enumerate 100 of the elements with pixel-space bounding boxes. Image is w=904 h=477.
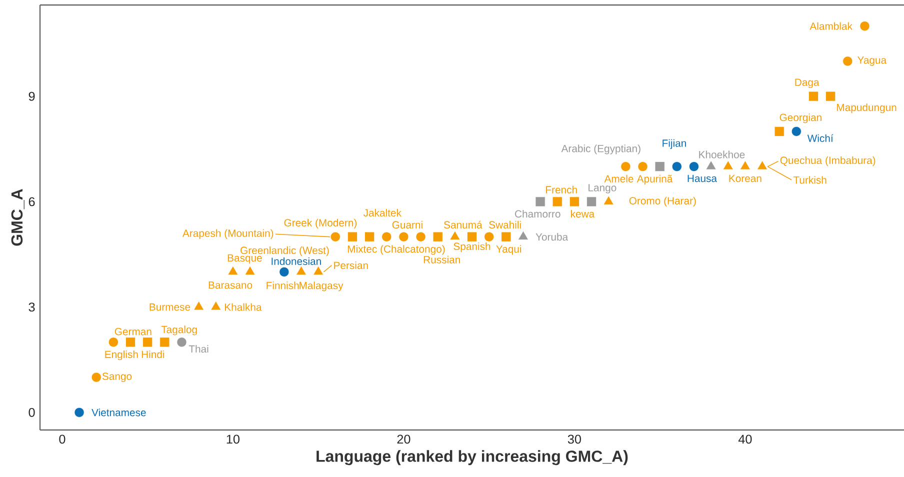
point [791, 126, 802, 136]
annotation: Greek (Modern) [284, 218, 357, 229]
point [142, 337, 153, 348]
annotation: Korean [729, 174, 762, 182]
point [842, 56, 853, 66]
point [382, 232, 392, 242]
annotation: Persian [334, 261, 368, 270]
point [91, 372, 102, 382]
annotation: Burmese [150, 303, 190, 311]
annotation: Lango [588, 184, 616, 194]
annotation: kewa [571, 210, 595, 218]
point [808, 91, 818, 102]
point [569, 196, 580, 207]
annotation: Mapudungun [837, 103, 896, 114]
annotation: Hindi [142, 350, 164, 358]
annotation: French [546, 186, 577, 194]
x-tick-label: 40 [738, 434, 752, 444]
point [774, 126, 784, 136]
annotation: Yagua [857, 56, 887, 66]
point [586, 196, 597, 207]
annotation: Khoekhoe [699, 150, 745, 158]
annotation: Arabic (Egyptian) [561, 144, 640, 154]
x-tick-label: 0 [59, 434, 66, 444]
point [416, 232, 426, 242]
annotation: Yoruba [536, 232, 568, 241]
annotation: Thai [188, 345, 208, 353]
point [330, 232, 340, 242]
annotation: Spanish [454, 242, 490, 252]
point [484, 232, 494, 242]
y-tick-label: 0 [28, 408, 35, 417]
annotation: Wichí [807, 134, 834, 142]
point [228, 266, 238, 276]
annotation: Chamorro [515, 210, 560, 218]
annotation: Yaqui [496, 245, 522, 255]
annotation: Amele [604, 174, 634, 182]
point [210, 300, 222, 310]
point [160, 337, 170, 348]
annotation: Greenlandic (West) [240, 246, 329, 256]
annotation: Sanumá [444, 220, 482, 229]
point [654, 162, 665, 172]
y-axis-title: GMC_A [11, 189, 24, 246]
point [620, 162, 631, 172]
point [279, 266, 290, 277]
point [518, 230, 529, 240]
annotation: Georgian [780, 113, 822, 124]
annotation: Arapesh (Mountain) [182, 229, 274, 239]
point [706, 160, 716, 170]
annotation: Daga [795, 78, 820, 88]
y-tick-label: 3 [28, 302, 35, 312]
point [450, 230, 460, 240]
annotation: Barasano [208, 282, 252, 289]
x-tick-label: 30 [568, 434, 581, 444]
point [194, 300, 204, 310]
annotation: Quechua (Imbabura) [780, 156, 876, 166]
point [126, 337, 136, 348]
annotation: Russian [424, 256, 460, 264]
point [688, 162, 699, 172]
x-tick-label: 20 [397, 434, 410, 444]
annotation: Jakaltek [363, 208, 402, 217]
point [756, 160, 768, 170]
annotation: Hausa [688, 174, 717, 182]
point [108, 337, 118, 348]
point [176, 337, 187, 348]
point [467, 232, 477, 242]
point [364, 232, 375, 242]
annotation: Apurinã [636, 174, 673, 185]
annotation: Basque [228, 254, 262, 264]
point [501, 232, 512, 242]
point [313, 266, 324, 276]
point [638, 162, 648, 172]
annotation: Finnish [266, 282, 299, 290]
x-axis-title: Language (ranked by increasing GMC_A) [316, 450, 628, 466]
annotation: Tagalog [161, 326, 197, 336]
annotation: Oromo (Harar) [629, 196, 696, 207]
point [722, 160, 734, 170]
point [535, 196, 546, 207]
annotation: Khalkha [225, 303, 262, 311]
point [347, 232, 358, 242]
point [296, 266, 307, 276]
point [398, 232, 409, 242]
point [432, 232, 443, 242]
point [74, 407, 84, 418]
point [740, 160, 750, 170]
annotation: Fijian [662, 139, 686, 149]
annotation: Swahili [489, 220, 521, 229]
point [552, 196, 562, 207]
annotation: Mixtec (Chalcatongo) [348, 245, 445, 255]
y-tick-label: 6 [28, 197, 35, 206]
point [244, 266, 256, 276]
annotation: Sango [102, 372, 132, 382]
point [860, 21, 870, 32]
x-tick-label: 10 [226, 434, 240, 444]
point [826, 91, 836, 102]
annotation: Turkish [793, 176, 826, 184]
annotation: Malagasy [300, 282, 344, 292]
annotation: Indonesian [272, 257, 321, 265]
point [672, 162, 682, 172]
y-tick-label: 9 [28, 92, 35, 101]
point [603, 196, 614, 205]
annotation: Alamblak [810, 22, 852, 30]
